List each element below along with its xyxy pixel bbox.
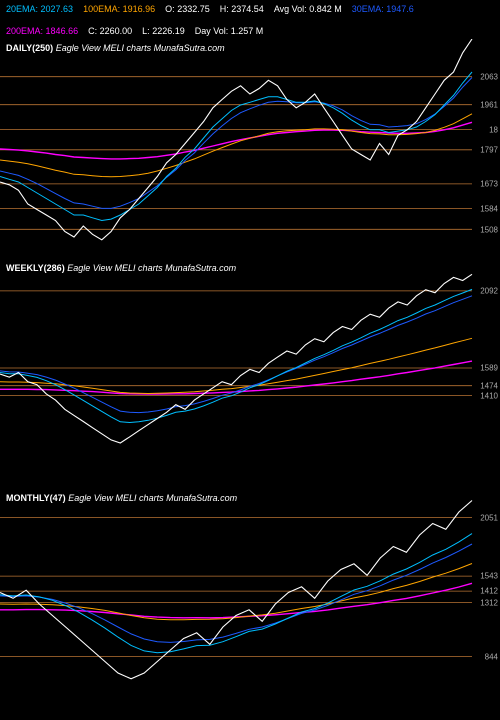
series-ema100	[0, 114, 472, 177]
series-price	[0, 39, 472, 240]
header-stat: L: 2226.19	[142, 26, 185, 38]
series-ema100	[0, 564, 472, 620]
header-stat: 20EMA: 2027.63	[6, 4, 73, 16]
series-ema200	[0, 361, 472, 394]
panel-title: DAILY(250) Eagle View MELI charts Munafa…	[6, 43, 225, 53]
header-stat: 30EMA: 1947.6	[352, 4, 414, 16]
y-axis-label: 1543	[480, 572, 498, 581]
y-axis-label: 2051	[480, 514, 498, 523]
chart-svg	[0, 259, 500, 489]
y-axis-label: 1589	[480, 364, 498, 373]
y-axis-label: 18	[489, 125, 498, 134]
series-ema100	[0, 339, 472, 394]
header-stat: H: 2374.54	[220, 4, 264, 16]
y-axis-label: 1312	[480, 598, 498, 607]
chart-svg	[0, 489, 500, 719]
y-axis-label: 2092	[480, 287, 498, 296]
header-stat: 100EMA: 1916.96	[83, 4, 155, 16]
series-ema20	[0, 534, 472, 653]
series-price	[0, 275, 472, 444]
panel-title: MONTHLY(47) Eagle View MELI charts Munaf…	[6, 493, 237, 503]
header-stat: 200EMA: 1846.66	[6, 26, 78, 38]
series-ema200	[0, 123, 472, 160]
panel-title: WEEKLY(286) Eagle View MELI charts Munaf…	[6, 263, 236, 273]
chart-panel: MONTHLY(47) Eagle View MELI charts Munaf…	[0, 489, 500, 719]
y-axis-label: 1508	[480, 225, 498, 234]
y-axis-label: 2063	[480, 73, 498, 82]
y-axis-label: 1474	[480, 382, 498, 391]
series-price	[0, 501, 472, 679]
y-axis-label: 1584	[480, 204, 498, 213]
y-axis-label: 1961	[480, 101, 498, 110]
chart-panels-container: DAILY(250) Eagle View MELI charts Munafa…	[0, 39, 500, 719]
y-axis-label: 1673	[480, 180, 498, 189]
series-ema30	[0, 544, 472, 642]
chart-panel: WEEKLY(286) Eagle View MELI charts Munaf…	[0, 259, 500, 489]
chart-svg	[0, 39, 500, 259]
y-axis-label: 844	[485, 652, 498, 661]
series-ema30	[0, 296, 472, 413]
header-stat: Avg Vol: 0.842 M	[274, 4, 342, 16]
y-axis-label: 1797	[480, 146, 498, 155]
chart-panel: DAILY(250) Eagle View MELI charts Munafa…	[0, 39, 500, 259]
header-stat: C: 2260.00	[88, 26, 132, 38]
header-stat: Day Vol: 1.257 M	[195, 26, 264, 38]
series-ema20	[0, 72, 472, 221]
y-axis-label: 1412	[480, 587, 498, 596]
y-axis-label: 1410	[480, 391, 498, 400]
header-stat: O: 2332.75	[165, 4, 210, 16]
ema-header: 20EMA: 2027.63 100EMA: 1916.96 O: 2332.75 H…	[0, 0, 500, 39]
series-ema200	[0, 584, 472, 619]
